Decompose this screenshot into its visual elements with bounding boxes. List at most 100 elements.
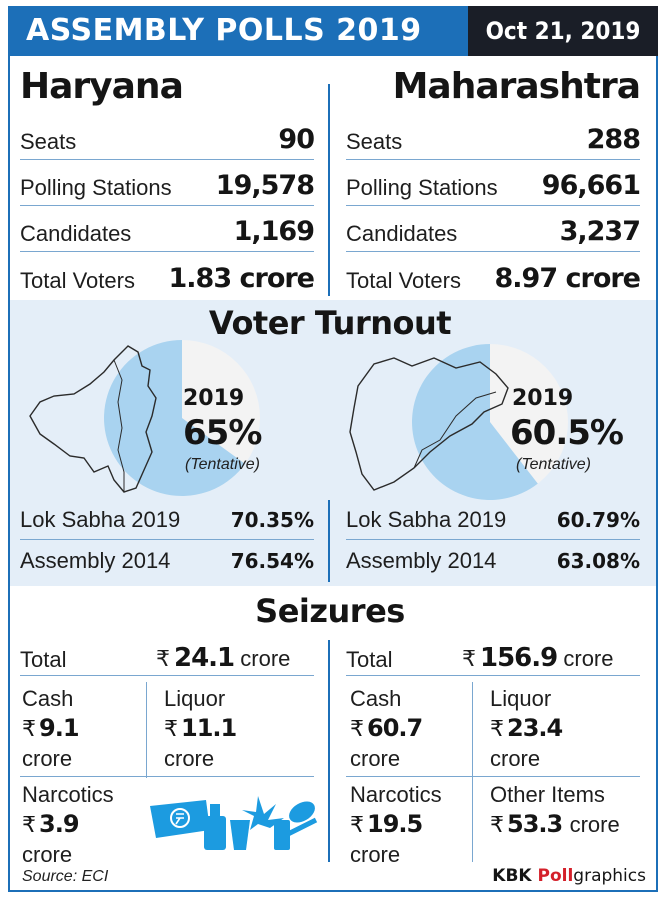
stat-row: Total Voters 1.83 crore (20, 254, 315, 298)
liquor-label: Liquor (490, 686, 552, 711)
turnout-history-label: Assembly 2014 (346, 548, 497, 573)
cash-value: 9.1 (39, 714, 80, 742)
rupee-icon: ₹ (490, 717, 504, 742)
turnout-history-row: Lok Sabha 2019 60.79% (346, 500, 640, 540)
brand-logo: KBK Pollgraphics (492, 866, 646, 886)
stat-row: Candidates 3,237 (346, 208, 641, 252)
liquor-value: 23.4 (507, 714, 563, 742)
stat-label: Seats (346, 129, 403, 154)
turnout-history-label: Lok Sabha 2019 (20, 506, 181, 532)
seizures-divider (328, 640, 330, 862)
rupee-icon: ₹ (22, 813, 36, 838)
seizure-total-value: 24.1 (174, 643, 235, 673)
infographic-frame (8, 56, 658, 892)
stat-label: Candidates (20, 221, 132, 246)
cell-divider (346, 776, 640, 777)
seizure-total-row: Total ₹24.1 crore (20, 636, 314, 676)
maharashtra-narcotics-cell: Narcotics ₹19.5 crore (350, 782, 442, 868)
cell-divider (20, 776, 314, 777)
haryana-turnout-year: 2019 (183, 386, 245, 411)
cell-divider (472, 682, 473, 862)
stat-value: 1,169 (233, 216, 315, 247)
narcotics-value: 3.9 (39, 810, 80, 838)
haryana-narcotics-cell: Narcotics ₹3.9 crore (22, 782, 114, 868)
cash-unit: crore (350, 746, 401, 771)
capsule-icon (289, 801, 315, 823)
turnout-history-row: Lok Sabha 2019 70.35% (20, 500, 314, 540)
stat-row: Seats 288 (346, 116, 641, 160)
pie-turnout-slice (103, 340, 246, 496)
turnout-graphics (29, 340, 568, 500)
stat-label: Candidates (346, 221, 458, 246)
stat-row: Total Voters 8.97 crore (346, 254, 641, 298)
source-note: Source: ECI (22, 868, 109, 885)
haryana-turnout-note: (Tentative) (185, 456, 260, 473)
seizures-title: Seizures (255, 592, 405, 630)
state-name-haryana: Haryana (20, 66, 184, 107)
turnout-history-row: Assembly 2014 63.08% (346, 541, 640, 581)
seizure-total-amount: ₹24.1 crore (156, 643, 290, 673)
rupee-mark-icon (175, 813, 184, 825)
header: ASSEMBLY POLLS 2019 Oct 21, 2019 (8, 6, 658, 56)
maharashtra-liquor-cell: Liquor ₹23.4 crore (490, 686, 563, 772)
stat-row: Polling Stations 96,661 (346, 162, 641, 206)
rupee-icon: ₹ (490, 813, 504, 838)
header-date: Oct 21, 2019 (468, 6, 658, 56)
other-items-unit: crore (569, 812, 620, 837)
stat-row: Candidates 1,169 (20, 208, 315, 252)
liquor-unit: crore (164, 746, 215, 771)
turnout-history-value: 63.08% (556, 549, 640, 573)
cash-value: 60.7 (367, 714, 423, 742)
stat-value: 96,661 (541, 170, 641, 201)
stat-label: Seats (20, 129, 77, 154)
turnout-title: Voter Turnout (208, 304, 452, 342)
narcotics-unit: crore (350, 842, 401, 867)
seizure-total-amount: ₹156.9 crore (462, 643, 614, 673)
haryana-turnout-percent: 65% (183, 413, 262, 453)
cash-label: Cash (22, 686, 74, 711)
seizure-total-row: Total ₹156.9 crore (346, 636, 640, 676)
brand-prefix: KBK (492, 866, 538, 886)
haryana-turnout-pie (103, 340, 260, 496)
maharashtra-turnout-note: (Tentative) (516, 456, 591, 473)
narcotics-value: 19.5 (367, 810, 423, 838)
header-title: ASSEMBLY POLLS 2019 (8, 6, 468, 56)
turnout-divider (328, 500, 330, 582)
stat-value: 1.83 crore (168, 263, 315, 294)
stat-label: Polling Stations (346, 175, 498, 200)
stats-divider (328, 84, 330, 296)
turnout-history-value: 60.79% (556, 507, 640, 532)
rupee-icon: ₹ (350, 813, 364, 838)
narcotics-unit: crore (22, 842, 73, 867)
rupee-icon: ₹ (22, 717, 36, 742)
stat-label: Polling Stations (20, 175, 172, 200)
seizure-total-unit: crore (563, 646, 614, 671)
coin-icon (170, 808, 190, 828)
narcotics-label: Narcotics (22, 782, 114, 807)
cash-unit: crore (22, 746, 73, 771)
rupee-icon: ₹ (156, 647, 170, 672)
haryana-liquor-cell: Liquor ₹11.1 crore (164, 686, 237, 772)
maharashtra-cash-cell: Cash ₹60.7 crore (350, 686, 423, 772)
maharashtra-turnout-percent: 60.5% (510, 413, 624, 453)
narcotics-label: Narcotics (350, 782, 442, 807)
liquor-label: Liquor (164, 686, 226, 711)
liquor-unit: crore (490, 746, 541, 771)
haryana-map-border (113, 359, 125, 492)
turnout-history-value: 76.54% (230, 549, 314, 573)
stat-row: Polling Stations 19,578 (20, 162, 315, 206)
bottle-icon (204, 816, 226, 850)
turnout-history-row: Assembly 2014 76.54% (20, 541, 314, 581)
stat-value: 288 (586, 124, 641, 155)
rupee-icon: ₹ (350, 717, 364, 742)
bottle-neck-icon (210, 804, 220, 818)
seized-items-illustration (150, 796, 318, 850)
glass-icon (230, 820, 250, 850)
turnout-history-label: Lok Sabha 2019 (346, 506, 507, 532)
stat-row: Seats 90 (20, 116, 315, 160)
maharashtra-map-outline (349, 357, 509, 491)
stat-value: 3,237 (559, 216, 641, 247)
turnout-history-label: Assembly 2014 (20, 548, 171, 573)
other-items-label: Other Items (490, 782, 605, 807)
brand-suffix: graphics (573, 866, 646, 886)
